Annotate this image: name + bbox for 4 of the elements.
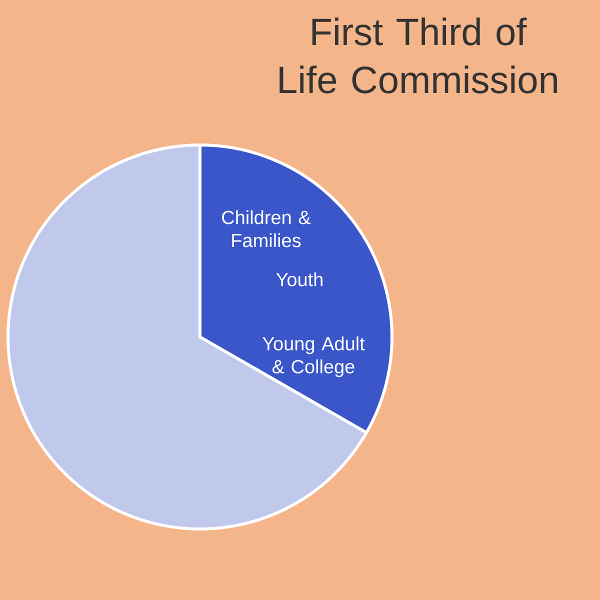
text: Children & Families [222, 210, 311, 248]
text: Young Adult & College [262, 336, 365, 378]
chart-title: First Third of Life Commission [280, 18, 557, 94]
text: Youth [276, 272, 322, 286]
